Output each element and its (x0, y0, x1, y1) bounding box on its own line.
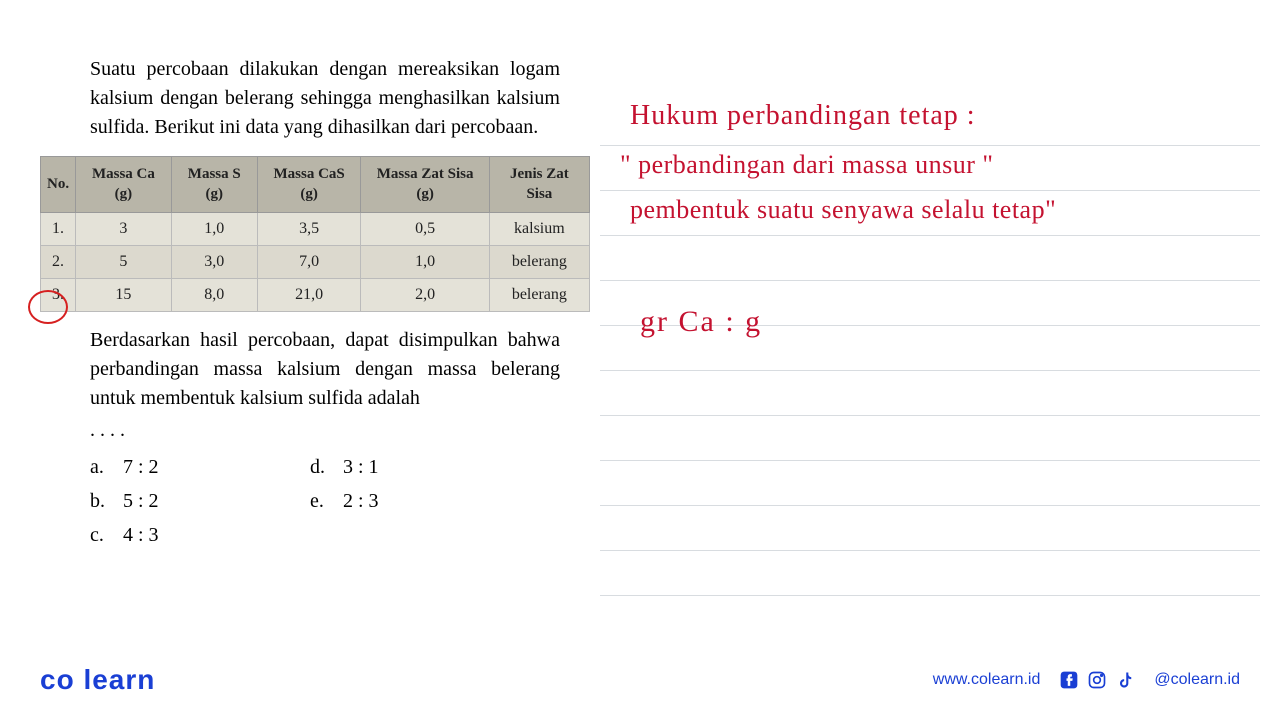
cell-jenis: belerang (489, 246, 589, 279)
brand-logo: co learn (40, 664, 155, 696)
table-header-row: No. Massa Ca (g) Massa S (g) Massa CaS (… (41, 157, 590, 213)
option-a-label: a. (90, 450, 118, 484)
facebook-icon (1058, 669, 1080, 691)
option-e-label: e. (310, 484, 338, 518)
col-massa-cas: Massa CaS (g) (257, 157, 361, 213)
col-massa-ca: Massa Ca (g) (76, 157, 172, 213)
option-b-label: b. (90, 484, 118, 518)
options-row-3: c. 4 : 3 (40, 518, 580, 552)
page-container: Suatu percobaan dilakukan dengan mereaks… (0, 0, 1280, 720)
cell-no: 2. (41, 246, 76, 279)
option-c-value: 4 : 3 (123, 518, 159, 552)
option-e-value: 2 : 3 (343, 484, 379, 518)
cell-sisa: 0,5 (361, 213, 489, 246)
social-handle: @colearn.id (1154, 671, 1240, 689)
handwritten-line3: pembentuk suatu senyawa selalu tetap" (630, 195, 1056, 225)
question-dots: . . . . (40, 419, 580, 442)
footer-right: www.colearn.id @colearn.id (933, 669, 1240, 691)
col-massa-s: Massa S (g) (171, 157, 257, 213)
option-c-label: c. (90, 518, 118, 552)
cell-s: 3,0 (171, 246, 257, 279)
option-a-value: 7 : 2 (123, 450, 159, 484)
cell-sisa: 2,0 (361, 279, 489, 312)
option-b-value: 5 : 2 (123, 484, 159, 518)
cell-s: 8,0 (171, 279, 257, 312)
red-circle-annotation (28, 290, 68, 324)
notes-column: Hukum perbandingan tetap : " perbandinga… (600, 0, 1280, 720)
footer: co learn www.colearn.id @colearn.id (0, 660, 1280, 700)
col-massa-sisa: Massa Zat Sisa (g) (361, 157, 489, 213)
question-intro: Suatu percobaan dilakukan dengan mereaks… (40, 55, 580, 142)
question-conclusion: Berdasarkan hasil percobaan, dapat disim… (40, 326, 580, 413)
option-d-label: d. (310, 450, 338, 484)
cell-s: 1,0 (171, 213, 257, 246)
col-no: No. (41, 157, 76, 213)
social-icons (1058, 669, 1136, 691)
question-column: Suatu percobaan dilakukan dengan mereaks… (0, 0, 600, 720)
cell-jenis: kalsium (489, 213, 589, 246)
cell-sisa: 1,0 (361, 246, 489, 279)
table-row: 2. 5 3,0 7,0 1,0 belerang (41, 246, 590, 279)
tiktok-icon (1114, 669, 1136, 691)
handwritten-title: Hukum perbandingan tetap : (630, 100, 976, 132)
website-url: www.colearn.id (933, 671, 1041, 689)
cell-no: 1. (41, 213, 76, 246)
cell-ca: 3 (76, 213, 172, 246)
cell-cas: 3,5 (257, 213, 361, 246)
option-d-value: 3 : 1 (343, 450, 379, 484)
cell-cas: 21,0 (257, 279, 361, 312)
cell-ca: 5 (76, 246, 172, 279)
options-row-2: b. 5 : 2 e. 2 : 3 (40, 484, 580, 518)
cell-jenis: belerang (489, 279, 589, 312)
table-row: 3. 15 8,0 21,0 2,0 belerang (41, 279, 590, 312)
instagram-icon (1086, 669, 1108, 691)
table-row: 1. 3 1,0 3,5 0,5 kalsium (41, 213, 590, 246)
handwritten-line2: " perbandingan dari massa unsur " (620, 150, 993, 180)
cell-ca: 15 (76, 279, 172, 312)
cell-cas: 7,0 (257, 246, 361, 279)
col-jenis-sisa: Jenis Zat Sisa (489, 157, 589, 213)
experiment-table: No. Massa Ca (g) Massa S (g) Massa CaS (… (40, 156, 590, 312)
handwritten-line4: gr Ca : g (640, 305, 762, 339)
options-row-1: a. 7 : 2 d. 3 : 1 (40, 450, 580, 484)
